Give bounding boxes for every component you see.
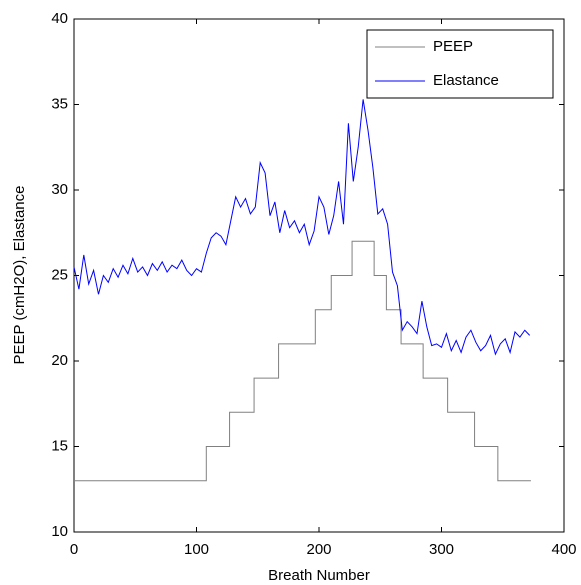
y-tick-label: 15 bbox=[51, 437, 68, 454]
x-tick-label: 200 bbox=[306, 541, 331, 558]
x-tick-label: 300 bbox=[429, 541, 454, 558]
y-tick-label: 35 bbox=[51, 95, 68, 112]
series-line bbox=[73, 99, 531, 356]
legend-label: Elastance bbox=[433, 72, 499, 89]
series-line bbox=[74, 240, 531, 482]
y-axis-label: PEEP (cmH2O), Elastance bbox=[11, 186, 28, 365]
plot-frame bbox=[73, 18, 565, 533]
y-tick-label: 25 bbox=[51, 266, 68, 283]
y-tick-label: 10 bbox=[51, 523, 68, 540]
x-axis-label: Breath Number bbox=[268, 567, 370, 584]
x-tick-label: 0 bbox=[70, 541, 78, 558]
y-tick-label: 30 bbox=[51, 181, 68, 198]
x-tick-label: 100 bbox=[184, 541, 209, 558]
legend-label: PEEP bbox=[433, 38, 473, 55]
x-tick-label: 400 bbox=[551, 541, 576, 558]
y-tick-label: 40 bbox=[51, 10, 68, 27]
y-tick-label: 20 bbox=[51, 352, 68, 369]
legend-box bbox=[366, 29, 554, 99]
